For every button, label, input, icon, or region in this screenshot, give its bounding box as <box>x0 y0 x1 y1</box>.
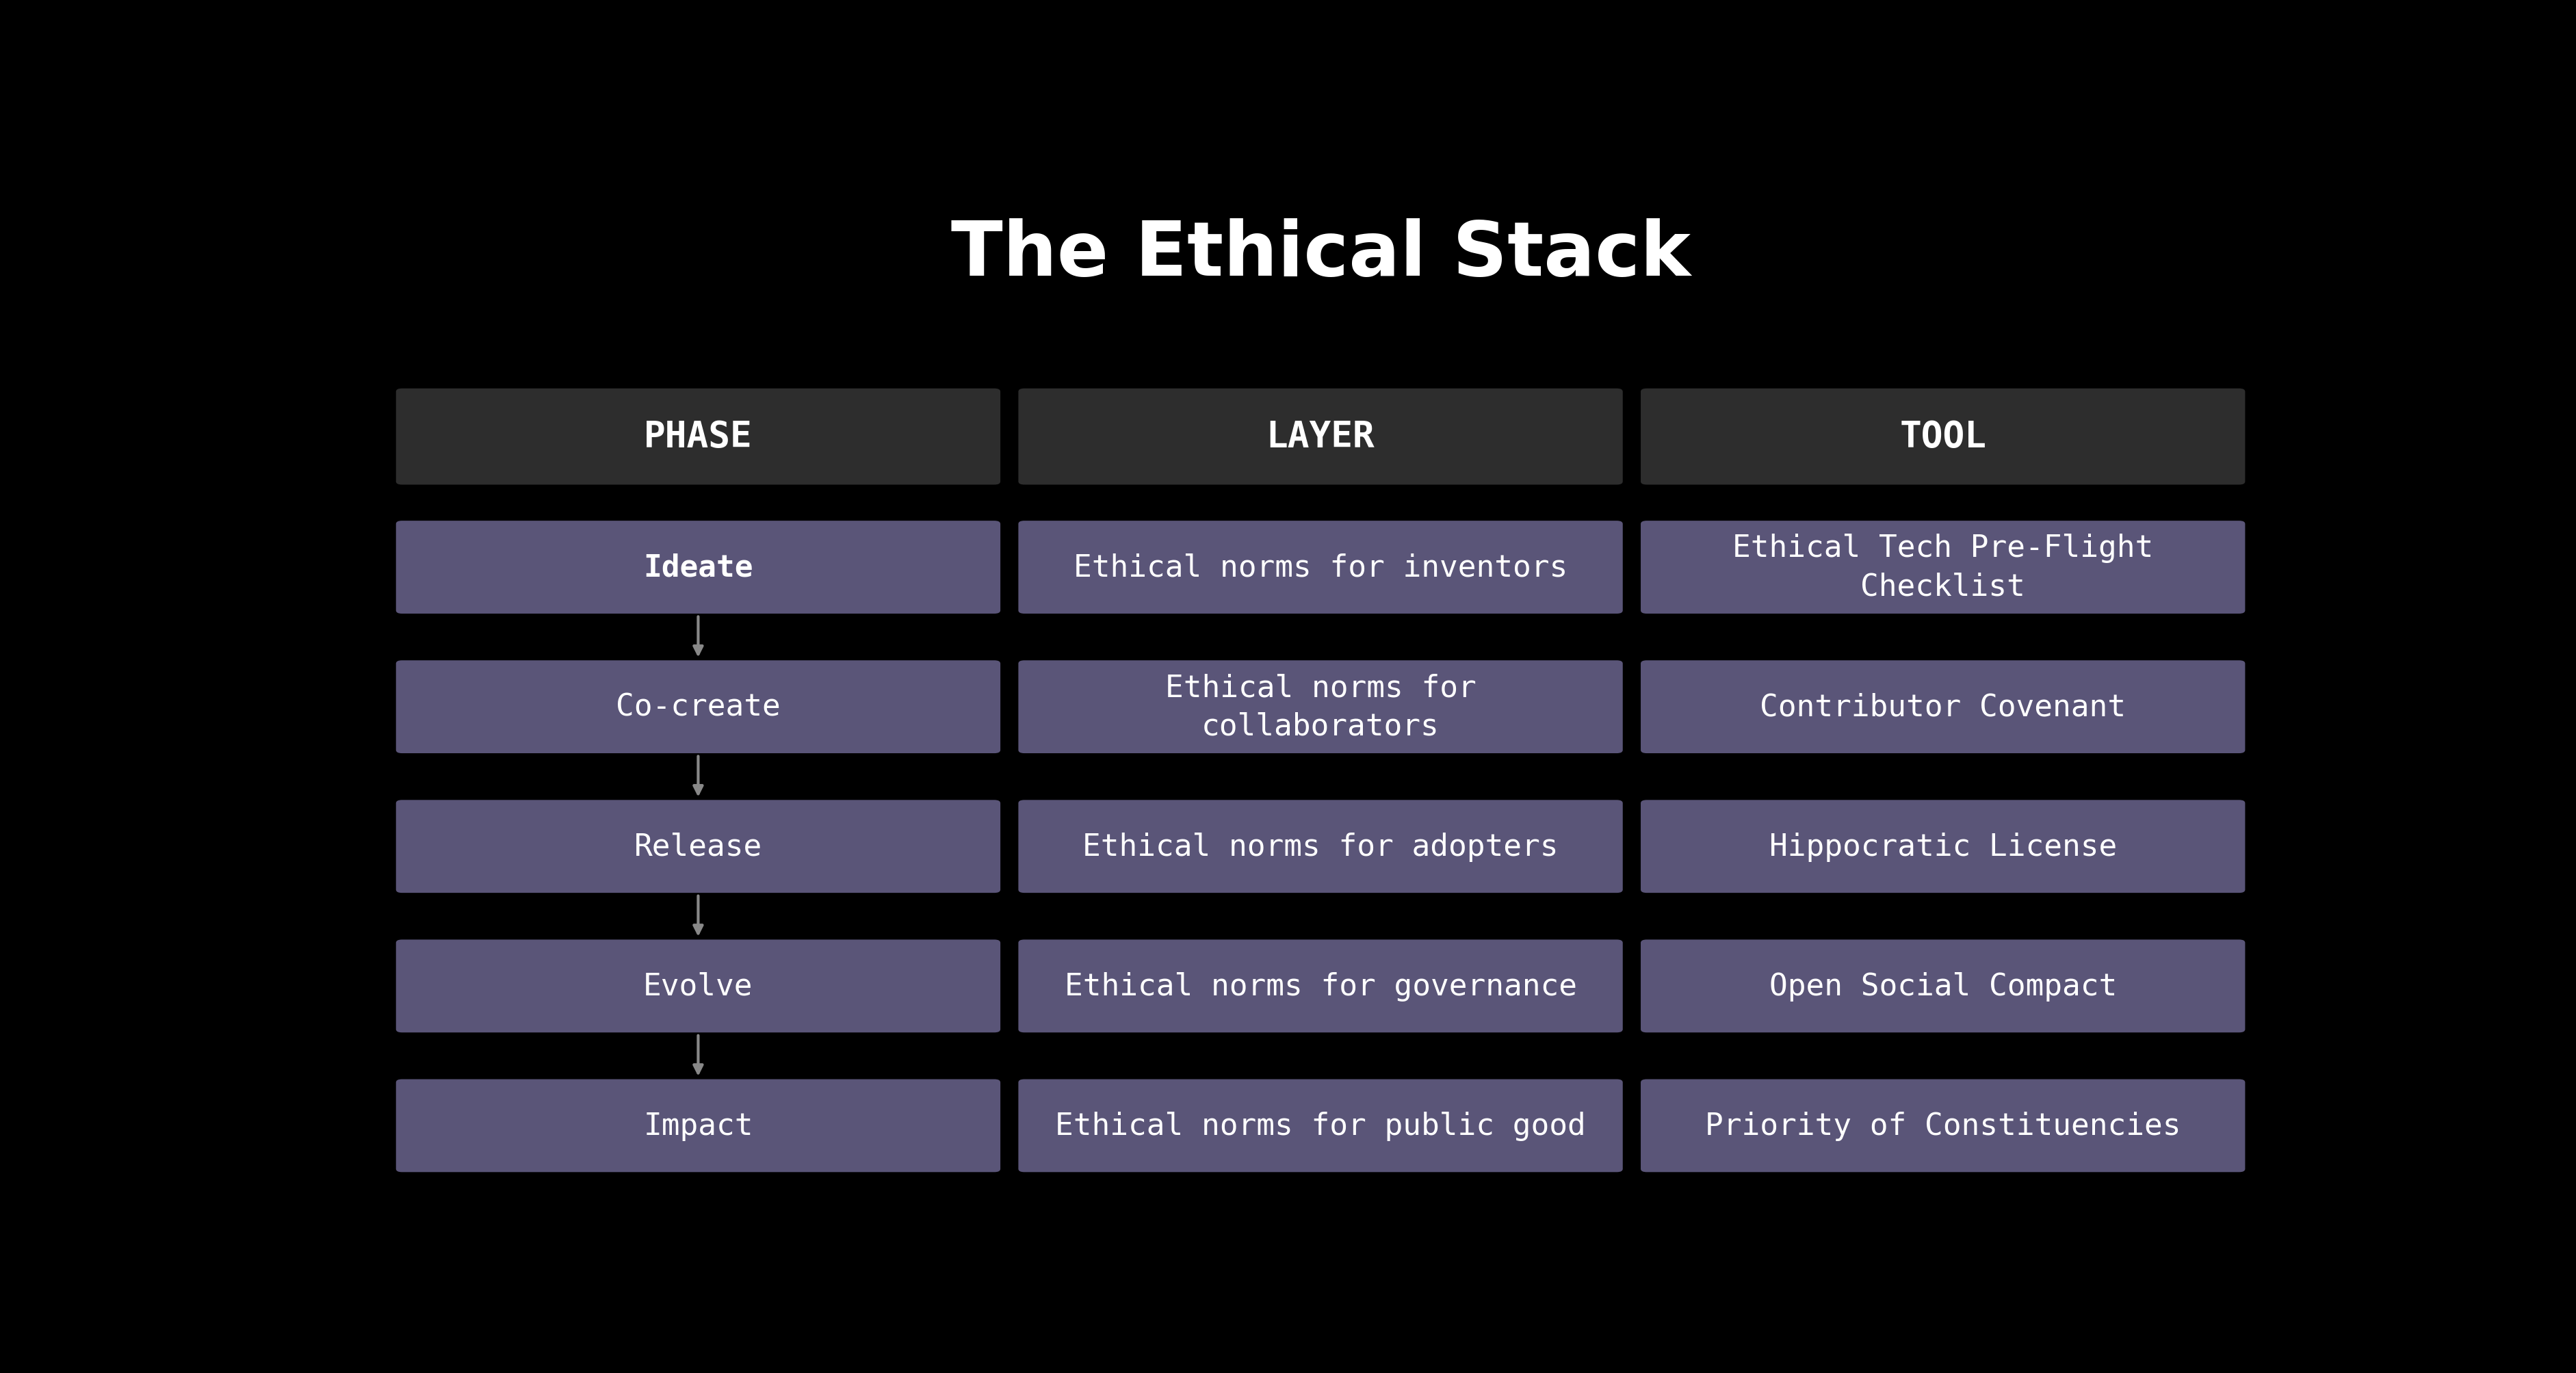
Text: The Ethical Stack: The Ethical Stack <box>951 218 1690 291</box>
FancyBboxPatch shape <box>1641 522 2244 614</box>
FancyBboxPatch shape <box>397 660 999 754</box>
FancyBboxPatch shape <box>1018 800 1623 892</box>
Text: Contributor Covenant: Contributor Covenant <box>1759 692 2125 722</box>
FancyBboxPatch shape <box>1018 1079 1623 1173</box>
Text: Impact: Impact <box>644 1111 752 1141</box>
Text: Evolve: Evolve <box>644 972 752 1001</box>
Text: Ethical norms for inventors: Ethical norms for inventors <box>1074 553 1566 582</box>
Text: Hippocratic License: Hippocratic License <box>1770 832 2117 861</box>
FancyBboxPatch shape <box>1641 660 2244 754</box>
FancyBboxPatch shape <box>397 1079 999 1173</box>
FancyBboxPatch shape <box>397 389 999 485</box>
Text: Ethical norms for adopters: Ethical norms for adopters <box>1082 832 1558 861</box>
Text: Ethical norms for public good: Ethical norms for public good <box>1056 1111 1584 1141</box>
Text: Co-create: Co-create <box>616 692 781 722</box>
Text: Release: Release <box>634 832 762 861</box>
FancyBboxPatch shape <box>397 522 999 614</box>
FancyBboxPatch shape <box>1641 389 2244 485</box>
Text: Ethical Tech Pre-Flight
Checklist: Ethical Tech Pre-Flight Checklist <box>1731 534 2154 601</box>
FancyBboxPatch shape <box>1018 660 1623 754</box>
Text: TOOL: TOOL <box>1899 419 1986 454</box>
Text: Open Social Compact: Open Social Compact <box>1770 972 2117 1001</box>
Text: Ethical norms for governance: Ethical norms for governance <box>1064 972 1577 1001</box>
FancyBboxPatch shape <box>1641 939 2244 1032</box>
Text: Ethical norms for
collaborators: Ethical norms for collaborators <box>1164 673 1476 741</box>
FancyBboxPatch shape <box>397 800 999 892</box>
Text: PHASE: PHASE <box>644 419 752 454</box>
Text: Priority of Constituencies: Priority of Constituencies <box>1705 1111 2179 1141</box>
FancyBboxPatch shape <box>397 939 999 1032</box>
Text: Ideate: Ideate <box>644 553 752 582</box>
FancyBboxPatch shape <box>1018 389 1623 485</box>
FancyBboxPatch shape <box>1018 939 1623 1032</box>
Text: LAYER: LAYER <box>1265 419 1376 454</box>
FancyBboxPatch shape <box>1641 1079 2244 1173</box>
FancyBboxPatch shape <box>1641 800 2244 892</box>
FancyBboxPatch shape <box>1018 522 1623 614</box>
